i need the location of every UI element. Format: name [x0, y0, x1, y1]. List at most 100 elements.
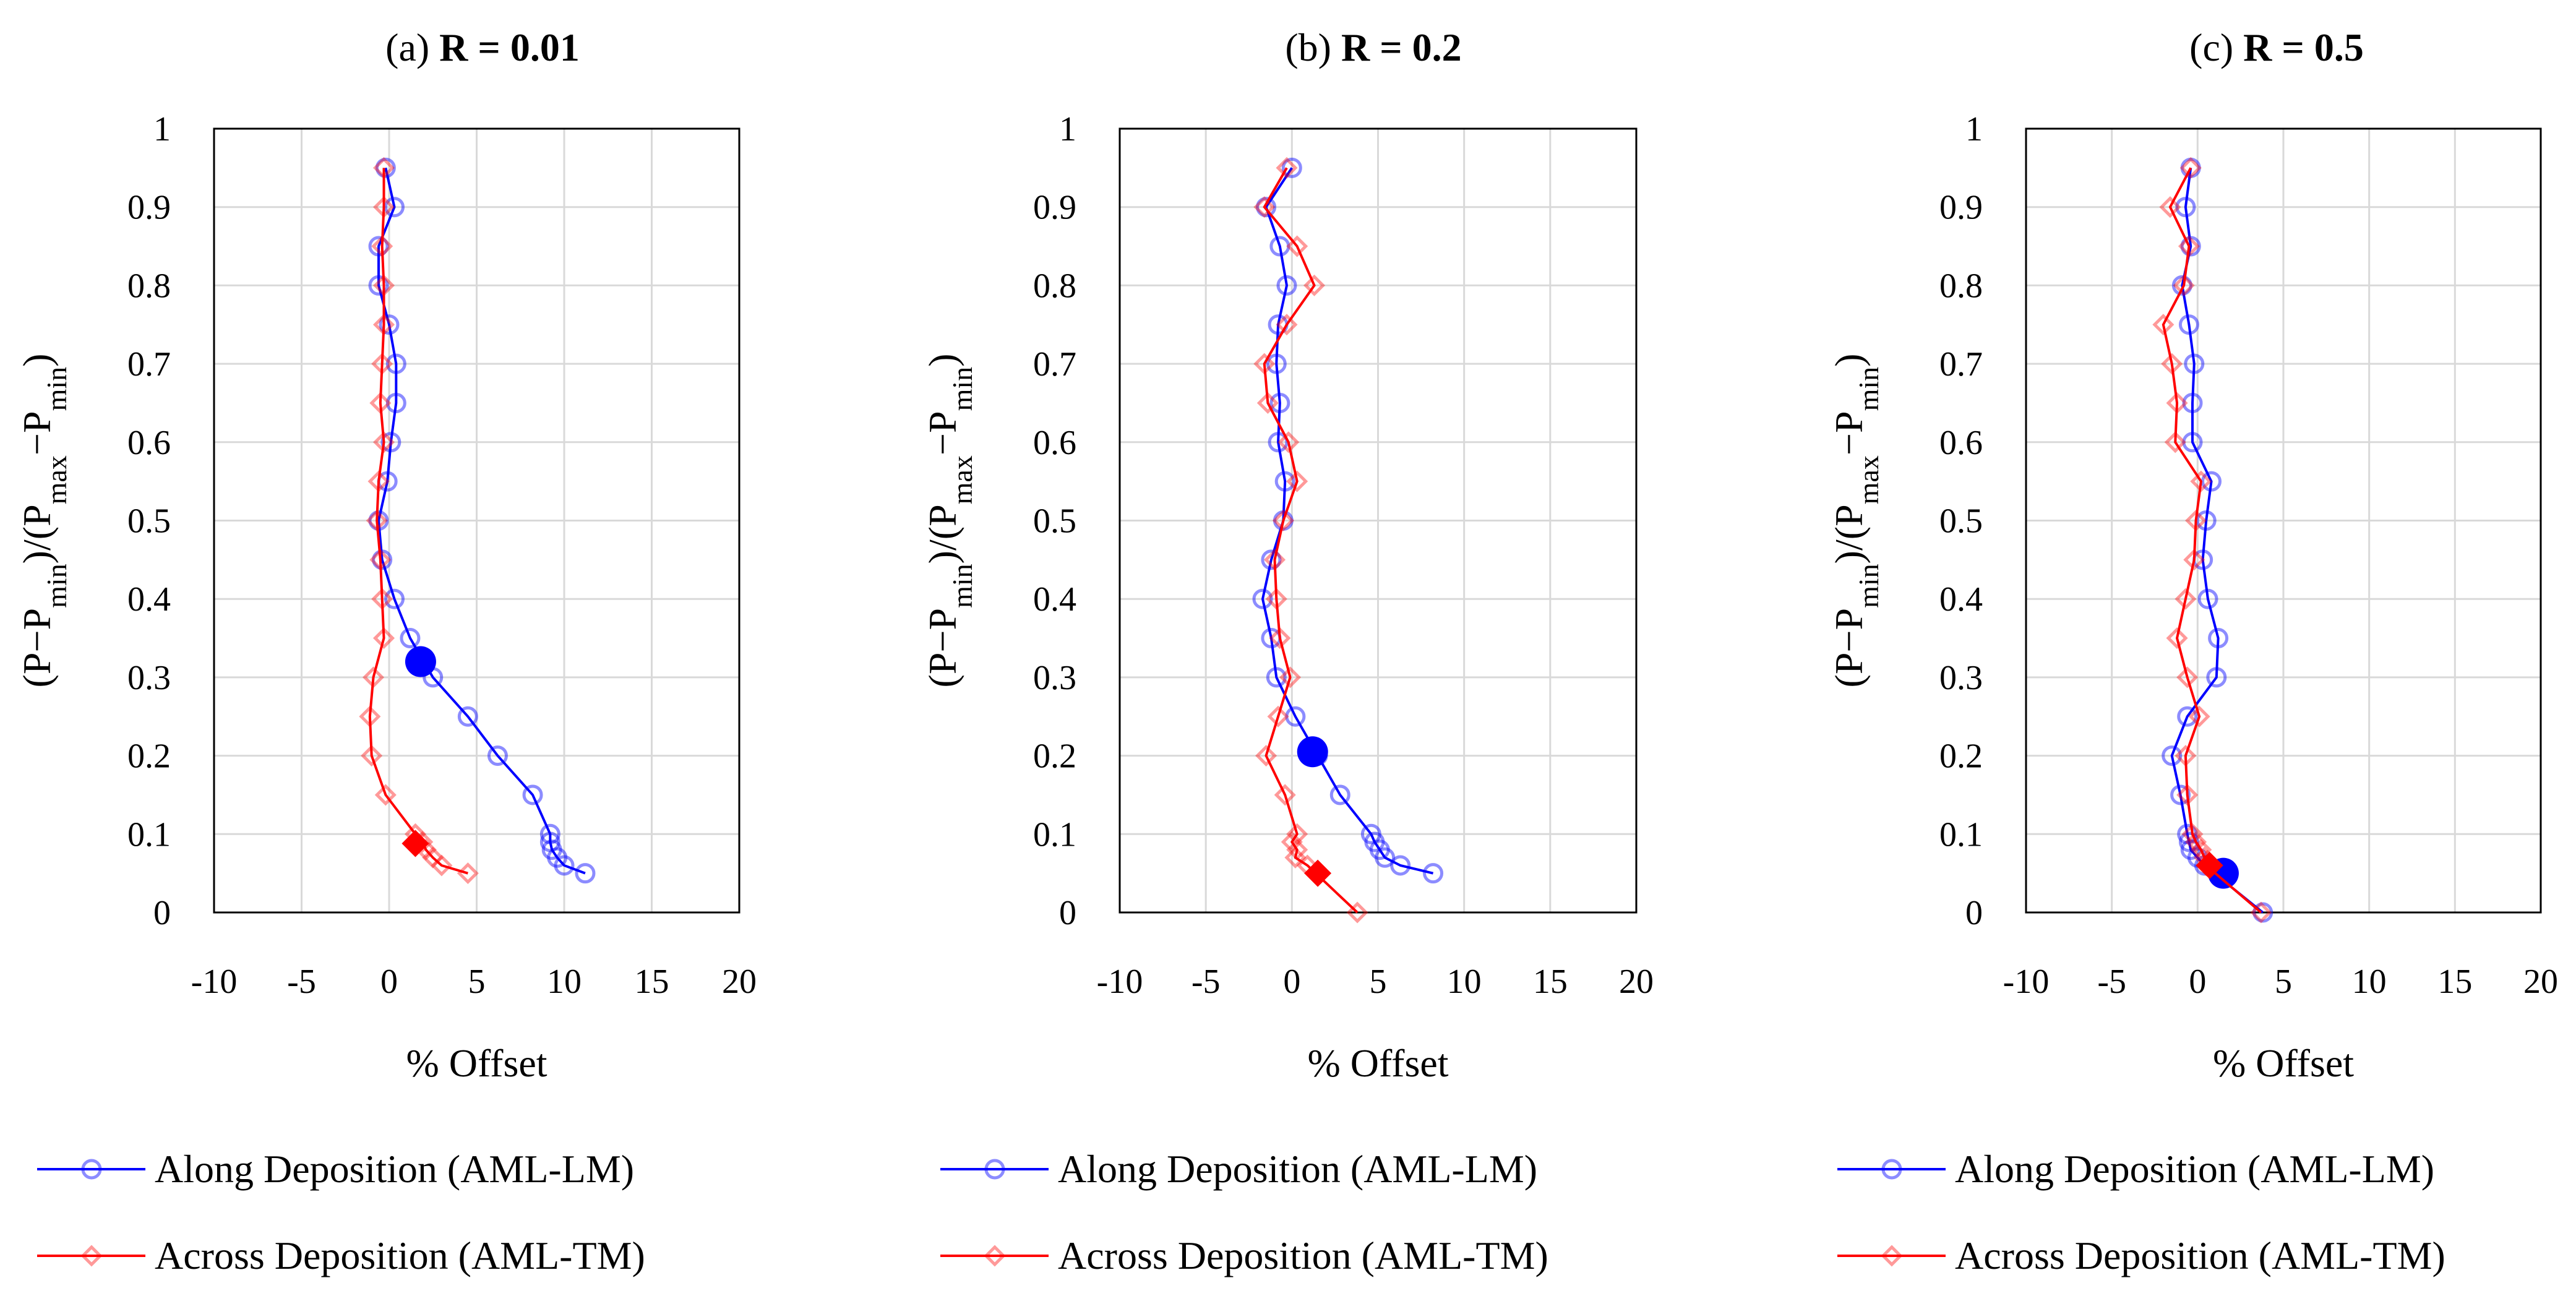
y-tick-label: 0 [1059, 894, 1076, 932]
series-0 [2162, 157, 2273, 923]
y-axis-label: (P−Pmin)/(Pmax−Pmin) [921, 354, 978, 688]
y-label-part: )/(P [1827, 504, 1871, 564]
series-0 [368, 157, 596, 884]
across-point [1286, 235, 1308, 257]
along-point [1273, 510, 1294, 531]
y-axis-label: (P−Pmin)/(Pmax−Pmin) [1827, 354, 1884, 688]
across-point [1286, 823, 1308, 845]
across-point [371, 588, 393, 610]
x-tick-label: 20 [722, 963, 757, 1001]
along-point [1261, 549, 1282, 570]
along-point [457, 706, 478, 727]
across-point [1263, 549, 1286, 571]
y-label-part: )/(P [15, 504, 59, 564]
across-point [2185, 509, 2207, 532]
along-line [2170, 168, 2264, 914]
x-tick-label: 5 [2275, 963, 2292, 1001]
y-label-subscript: min [41, 564, 72, 608]
x-tick-label: 15 [1533, 963, 1568, 1001]
y-tick-label: 0.7 [1033, 345, 1076, 384]
y-tick-label: 0.2 [1033, 737, 1076, 776]
y-label-part: −P [921, 411, 964, 455]
across-point [1272, 509, 1294, 532]
across-point [2166, 392, 2188, 414]
along-point [522, 784, 543, 805]
across-point [1276, 314, 1298, 336]
across-point [457, 862, 479, 885]
y-label-part: (P−P [15, 608, 59, 688]
along-point [1266, 353, 1287, 374]
legend-1: Along Deposition (AML-LM) Across Depositi… [940, 1147, 1548, 1277]
across-point [2152, 314, 2175, 336]
across-point [2166, 627, 2188, 650]
panel-title-value: R = 0.01 [439, 25, 580, 69]
across-point [374, 784, 397, 806]
y-tick-label: 0.1 [1033, 815, 1076, 854]
legend-2: Along Deposition (AML-LM) Across Depositi… [1837, 1147, 2445, 1277]
across-point [1284, 846, 1307, 869]
along-point [2171, 275, 2192, 296]
across-point [2159, 196, 2181, 218]
across-point [422, 846, 444, 869]
y-label-part: −P [1827, 411, 1871, 455]
along-line [1261, 167, 1434, 875]
legend-label: Across Deposition (AML-TM) [155, 1234, 645, 1277]
legend-marker [1881, 1159, 1902, 1180]
along-point [375, 157, 396, 178]
legend-label: Across Deposition (AML-TM) [1058, 1234, 1548, 1277]
x-axis-label: % Offset [406, 1041, 547, 1085]
along-point [379, 314, 400, 335]
across-point [2190, 839, 2212, 861]
x-tick-label: 15 [2437, 963, 2472, 1001]
along-point [2180, 236, 2201, 257]
series-1 [2152, 157, 2272, 924]
y-tick-label: 0.6 [127, 424, 171, 462]
y-tick-label: 0.2 [1939, 737, 1983, 776]
x-tick-label: 20 [2523, 963, 2558, 1001]
y-label-part: (P−P [1827, 608, 1871, 688]
along-point [1375, 847, 1396, 868]
y-label-subscript: min [947, 564, 978, 608]
along-point [2178, 831, 2199, 852]
along-highlight-point [1297, 736, 1328, 768]
y-tick-label: 0.9 [1939, 189, 1983, 227]
y-tick-label: 0 [153, 894, 171, 932]
series-1 [359, 157, 479, 885]
along-point [2180, 839, 2201, 860]
along-point [487, 745, 508, 766]
along-point [2182, 432, 2203, 453]
across-point [372, 274, 395, 296]
along-point [384, 588, 405, 609]
across-point [369, 549, 392, 571]
across-point [371, 353, 393, 375]
y-tick-label: 1 [1059, 110, 1076, 148]
across-point [2175, 588, 2197, 610]
across-point [362, 666, 385, 689]
y-label-subscript: max [1853, 455, 1884, 504]
across-point [359, 705, 381, 727]
legend-label: Along Deposition (AML-LM) [1955, 1147, 2434, 1191]
across-point [1253, 353, 1276, 375]
y-tick-label: 0.5 [1939, 502, 1983, 541]
across-point [372, 314, 395, 336]
x-tick-label: 10 [547, 963, 582, 1001]
y-axis-label: (P−Pmin)/(Pmax−Pmin) [15, 354, 72, 688]
along-point [400, 628, 421, 649]
x-tick-label: 10 [2352, 963, 2387, 1001]
across-point [1346, 901, 1368, 924]
across-point [372, 196, 395, 218]
across-point [1255, 745, 1277, 767]
along-point [1256, 197, 1277, 218]
along-point [2196, 510, 2217, 531]
along-point [1329, 784, 1350, 805]
along-line [377, 167, 586, 875]
across-point [2181, 823, 2204, 845]
along-point [385, 392, 406, 413]
across-point [2190, 470, 2212, 492]
y-label-subscript: max [947, 455, 978, 504]
across-point [2173, 274, 2195, 296]
y-tick-label: 1 [153, 110, 171, 148]
plot-area [1118, 127, 1638, 914]
across-line [1263, 167, 1359, 914]
along-point [380, 432, 401, 453]
